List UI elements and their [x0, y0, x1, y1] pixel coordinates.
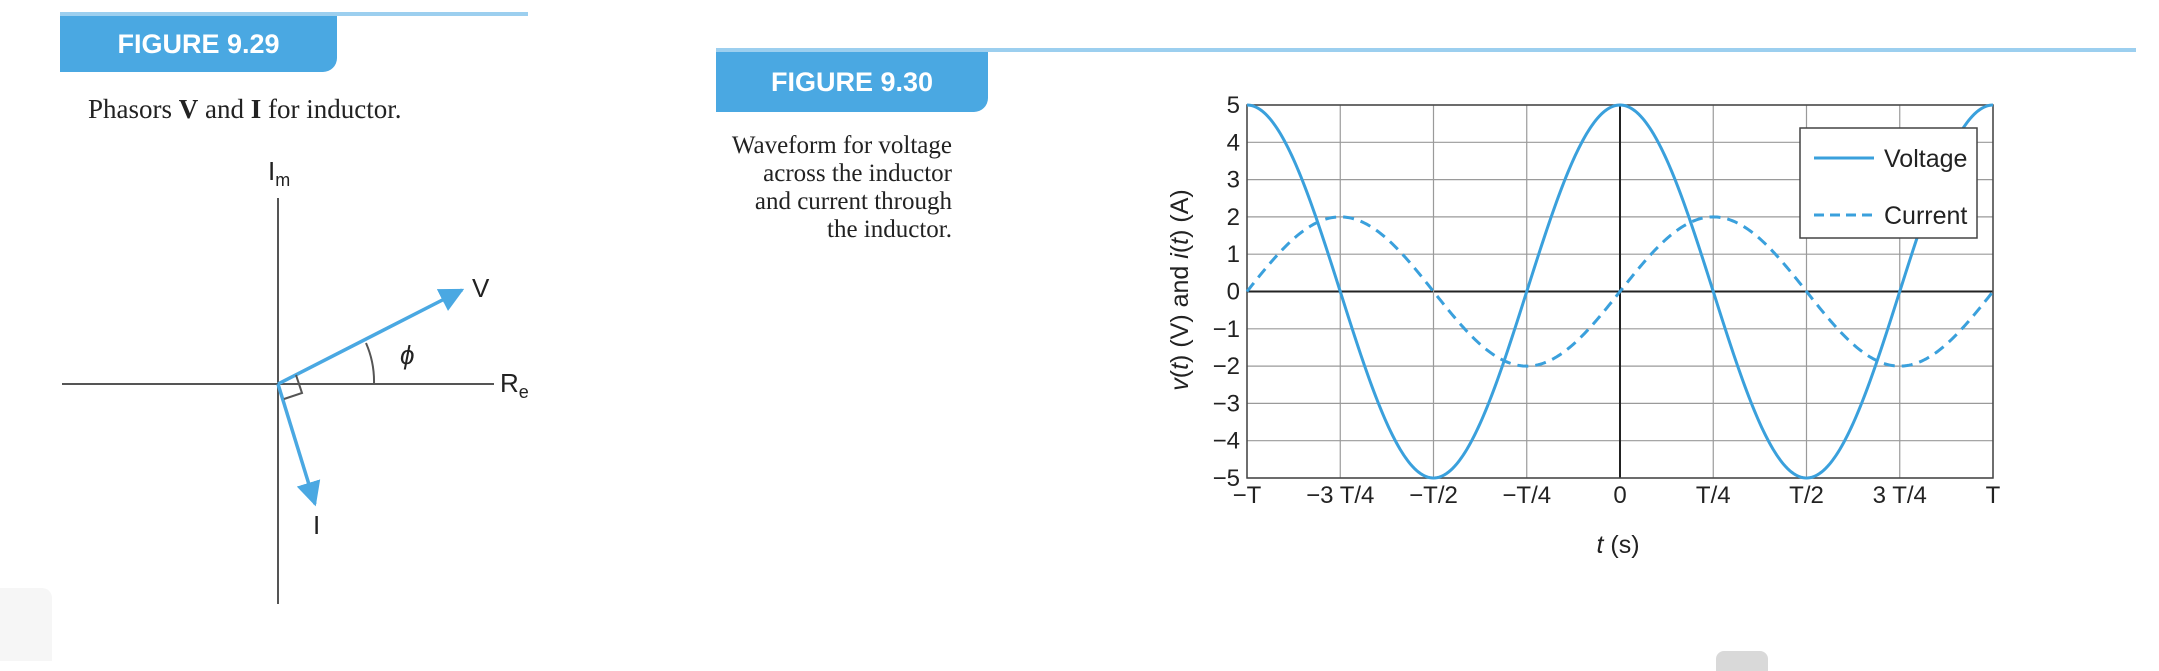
y-tick-label: −2 — [1213, 353, 1240, 380]
x-tick-label: −3 T/4 — [1306, 482, 1374, 509]
corner-panel — [0, 588, 52, 661]
y-tick-label: 4 — [1227, 129, 1240, 156]
x-tick-label: 0 — [1613, 482, 1626, 509]
y-tick-label: 3 — [1227, 167, 1240, 194]
x-tick-label: T/4 — [1696, 482, 1731, 509]
x-tick-label: T — [1986, 482, 2001, 509]
y-tick-label: 0 — [1227, 279, 1240, 306]
x-axis-label: t (s) — [1596, 531, 1639, 559]
y-axis-label: v(t) (V) and i(t) (A) — [1166, 189, 1194, 390]
x-tick-label: −T/4 — [1502, 482, 1551, 509]
y-tick-label: 5 — [1227, 92, 1240, 119]
y-tick-label: 2 — [1227, 204, 1240, 231]
x-tick-label: −T — [1233, 482, 1262, 509]
legend-label-current: Current — [1884, 202, 1967, 230]
scroll-handle[interactable] — [1716, 651, 1768, 671]
y-tick-label: −4 — [1213, 428, 1240, 455]
x-tick-label: T/2 — [1789, 482, 1824, 509]
chart-legend: Voltage Current — [1800, 128, 1977, 238]
y-tick-label: −1 — [1213, 316, 1240, 343]
x-tick-label: −T/2 — [1409, 482, 1458, 509]
x-tick-labels: −T −3 T/4 −T/2 −T/4 0 T/4 T/2 3 T/4 T — [1233, 482, 2001, 509]
legend-label-voltage: Voltage — [1884, 145, 1967, 173]
y-tick-label: −3 — [1213, 390, 1240, 417]
x-tick-label: 3 T/4 — [1873, 482, 1927, 509]
y-tick-label: 1 — [1227, 241, 1240, 268]
